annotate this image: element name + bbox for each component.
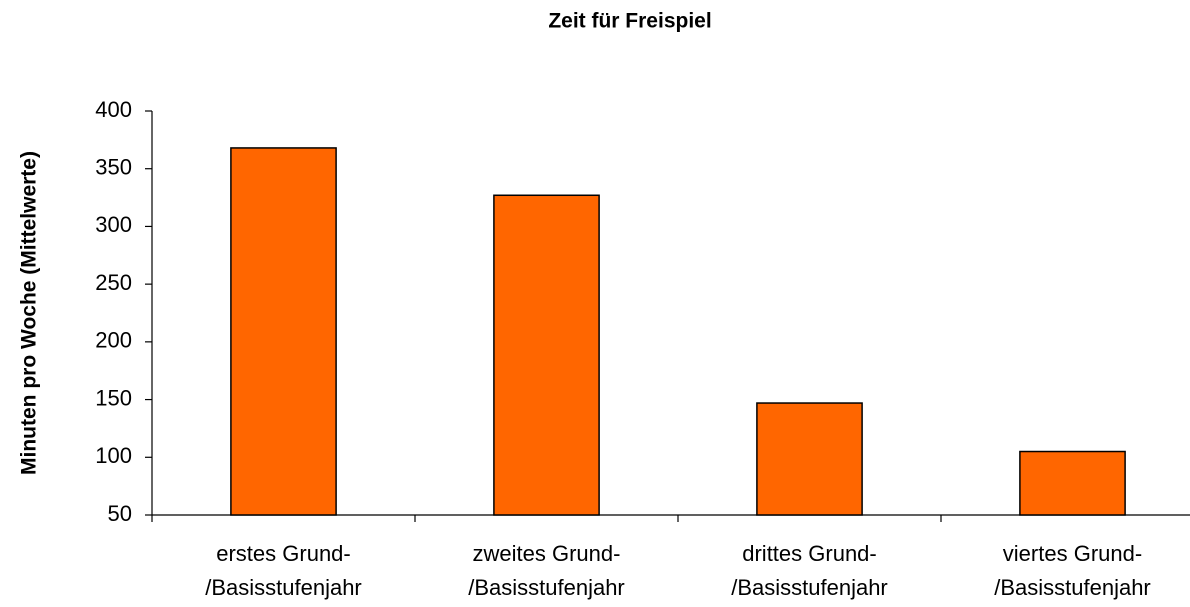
bar (1019, 450, 1126, 516)
x-tick-label: zweites Grund- (473, 541, 621, 566)
x-tick-label: viertes Grund- (1003, 541, 1142, 566)
bar (493, 194, 600, 516)
x-tick-label: erstes Grund- (216, 541, 351, 566)
y-axis-label: Minuten pro Woche (Mittelwerte) (18, 151, 41, 475)
y-tick-label: 50 (108, 501, 132, 526)
x-tick-label: /Basisstufenjahr (205, 575, 362, 600)
y-tick-label: 150 (95, 385, 132, 410)
y-tick-label: 300 (95, 212, 132, 237)
chart-title: Zeit für Freispiel (548, 10, 711, 33)
x-tick-label: /Basisstufenjahr (994, 575, 1151, 600)
y-tick-label: 250 (95, 270, 132, 295)
x-tick-label: /Basisstufenjahr (468, 575, 625, 600)
y-tick-label: 400 (95, 97, 132, 122)
bar (756, 402, 863, 516)
bar (230, 147, 337, 516)
y-tick-label: 100 (95, 443, 132, 468)
y-tick-label: 200 (95, 328, 132, 353)
y-tick-label: 350 (95, 155, 132, 180)
x-tick-label: /Basisstufenjahr (731, 575, 888, 600)
x-tick-label: drittes Grund- (742, 541, 877, 566)
